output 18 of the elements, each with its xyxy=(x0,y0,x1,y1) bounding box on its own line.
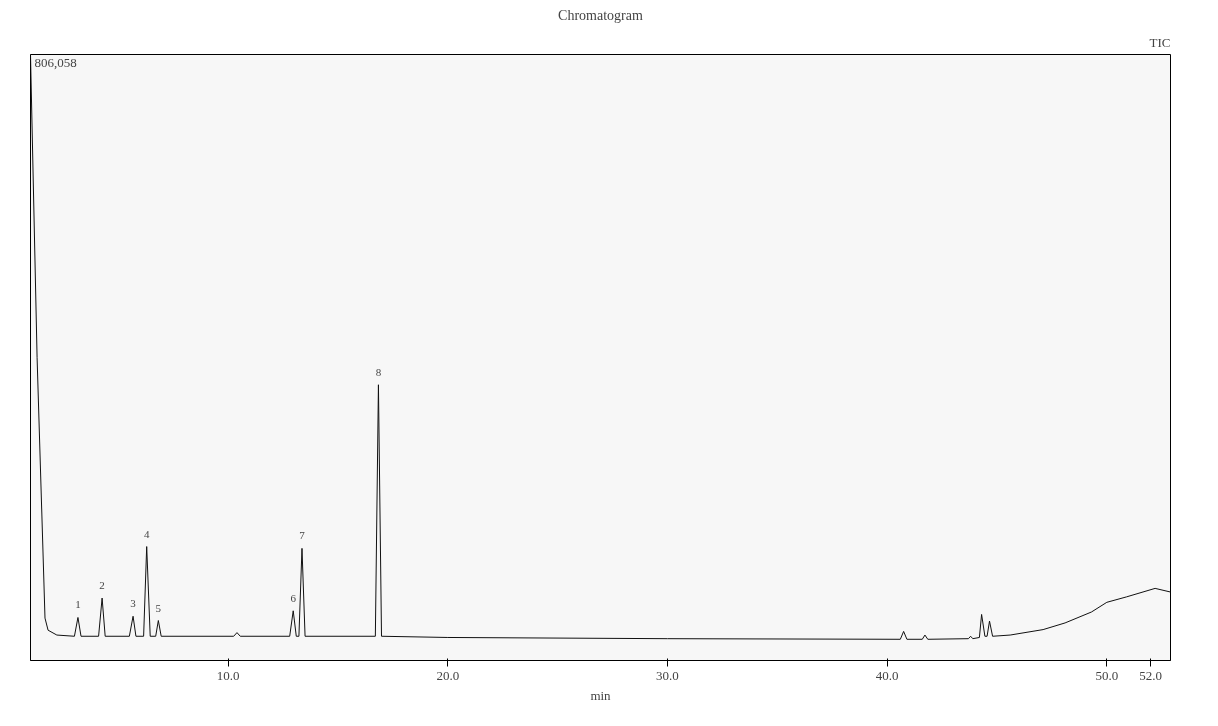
annotation: 1 xyxy=(75,598,81,611)
text: TIC xyxy=(1149,34,1171,50)
x-tick-label: 50.0 xyxy=(1095,667,1119,683)
x-axis-title: min xyxy=(590,687,612,703)
x-tick-label: 30.0 xyxy=(656,667,679,683)
annotation: 2 xyxy=(99,579,105,592)
annotation: 5 xyxy=(155,601,162,614)
annotation: 8 xyxy=(375,365,382,378)
annotation: 4 xyxy=(143,527,150,540)
annotation: 3 xyxy=(130,597,137,610)
annotation: 7 xyxy=(299,529,306,542)
x-tick-label: 20.0 xyxy=(436,667,460,683)
x-tick-label: 40.0 xyxy=(875,667,899,683)
annotation: 6 xyxy=(290,591,297,604)
chart-title: Chromatogram xyxy=(558,7,643,23)
x-tick-label: 10.0 xyxy=(216,667,240,683)
x-tick-label: 52.0 xyxy=(1139,667,1163,683)
annotation: 806,058 xyxy=(34,54,77,70)
